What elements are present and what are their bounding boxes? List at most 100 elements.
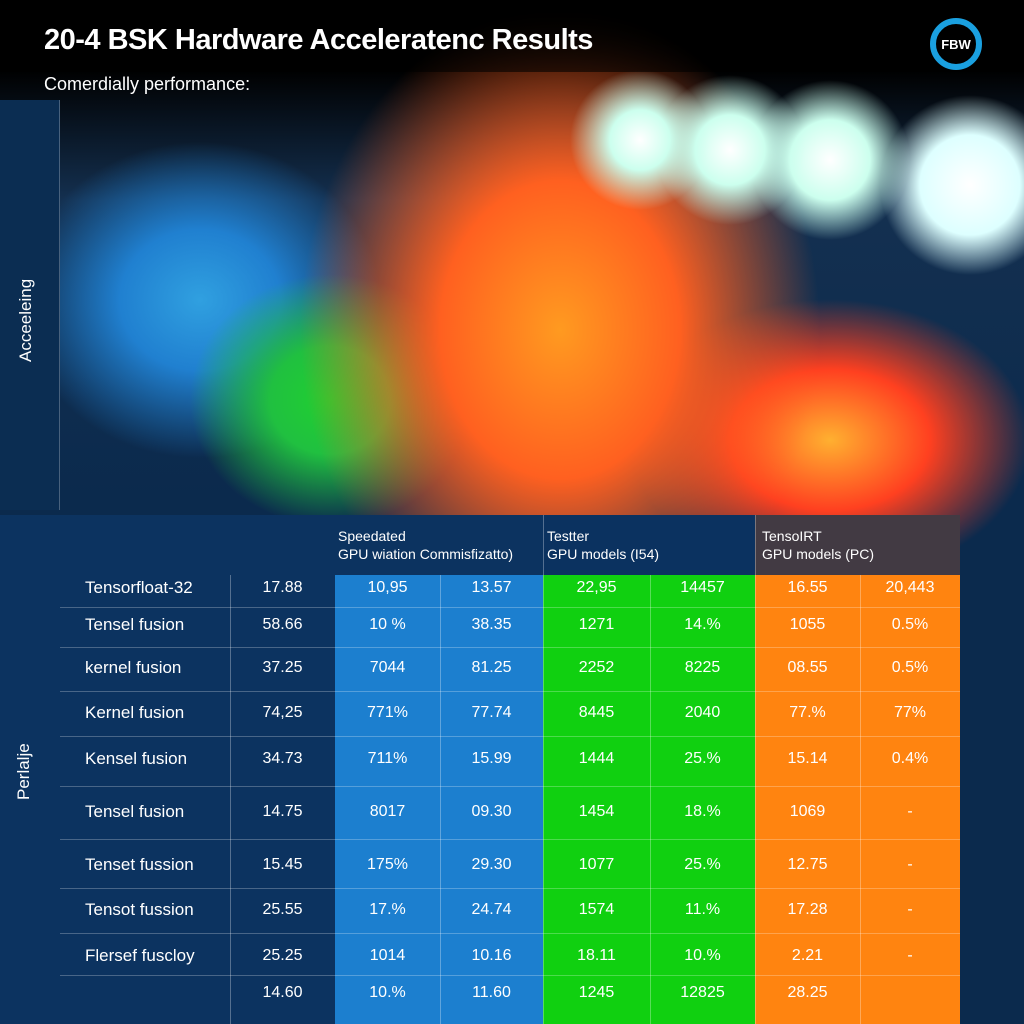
row-divider <box>60 974 960 976</box>
table-cell: 8225 <box>684 659 721 676</box>
row-label: Kensel fusion <box>85 749 188 768</box>
table-cell: 20,443 <box>885 579 935 596</box>
row-divider <box>60 606 960 608</box>
table-cell: 16.55 <box>787 579 828 596</box>
table-cell: 28.25 <box>787 984 828 1001</box>
table-cell: 10,95 <box>367 579 408 596</box>
table-cell: - <box>907 901 913 918</box>
table-cell: 14.75 <box>262 803 303 820</box>
row-label: Tensorfloat-32 <box>85 578 193 597</box>
green-column-band <box>543 575 755 1024</box>
table-cell: 8445 <box>578 704 615 721</box>
table-cell: 37.25 <box>262 659 303 676</box>
table-cell: 25.25 <box>262 947 303 964</box>
table-cell: 2252 <box>578 659 615 676</box>
divider <box>440 575 441 1024</box>
row-label: Tensel fusion <box>85 615 185 634</box>
table-cell: 10.% <box>369 984 406 1001</box>
row-divider <box>60 646 960 648</box>
row-label: Flersef fuscloy <box>85 946 195 965</box>
row-divider <box>60 690 960 692</box>
table-cell: 17.88 <box>262 579 303 596</box>
table-cell: 58.66 <box>262 616 303 633</box>
header-bar <box>0 0 1024 72</box>
table-cell: 15.45 <box>262 856 303 873</box>
table-cell: 7044 <box>369 659 406 676</box>
table-cell: 1014 <box>369 947 406 964</box>
table-cell: 0.5% <box>891 616 929 633</box>
header-bg-tensorrt <box>755 515 960 575</box>
table-cell: 10.% <box>684 947 721 964</box>
header-line: GPU models (PC) <box>762 546 875 562</box>
table-cell: 711% <box>367 750 408 767</box>
table-cell: 15.99 <box>471 750 512 767</box>
divider <box>543 515 544 1024</box>
logo-text: FBW <box>941 36 971 52</box>
table-cell: 11.60 <box>472 984 511 1001</box>
table-cell: 25.% <box>684 856 721 873</box>
table-cell: 13.57 <box>471 579 512 596</box>
table-cell: 1055 <box>789 616 826 633</box>
table-cell: 2.21 <box>791 947 824 964</box>
table-cell: 77.% <box>789 704 826 721</box>
table-cell: 17.28 <box>787 901 828 918</box>
table-cell: 77.74 <box>471 704 512 721</box>
header-bg-testter <box>543 515 755 575</box>
divider <box>650 575 651 1024</box>
table-cell: 771% <box>367 704 408 721</box>
table-cell: 1444 <box>578 750 615 767</box>
table-cell: 1077 <box>578 856 615 873</box>
table-cell: 18.11 <box>577 947 616 964</box>
table-cell: 12.75 <box>787 856 828 873</box>
table-cell: 25.% <box>684 750 721 767</box>
table-cell: 1454 <box>578 803 615 820</box>
header-line: Testter <box>547 528 590 544</box>
row-label: kernel fusion <box>85 658 182 677</box>
table-cell: 77% <box>893 704 927 721</box>
divider <box>230 575 231 1024</box>
table-cell: 1069 <box>789 803 826 820</box>
divider <box>755 515 756 1024</box>
row-divider <box>60 887 960 889</box>
table-cell: 1245 <box>578 984 615 1001</box>
table-cell: 14.% <box>684 616 721 633</box>
table-cell: 25.55 <box>262 901 303 918</box>
header-line: GPU wiation Commisfizatto) <box>338 546 514 562</box>
column-header-tensorrt: TensoIRT GPU models (PC) <box>762 527 874 563</box>
table-cell: 18.% <box>684 803 721 820</box>
column-header-speedated: Speedated GPU wiation Commisfizatto) <box>338 527 513 563</box>
page-subtitle: Comerdially performance: <box>44 74 251 94</box>
table-cell: 17.% <box>369 901 406 918</box>
logo: FBW <box>930 18 982 70</box>
axis-label-top: Acceeleing <box>16 278 35 362</box>
table-cell: 09.30 <box>471 803 512 820</box>
table-cell: 0.5% <box>891 659 929 676</box>
table-cell: 81.25 <box>471 659 512 676</box>
page-title: 20-4 BSK Hardware Acceleratenc Results <box>44 24 593 56</box>
header-bg-speedated <box>335 515 543 575</box>
orange-column-band <box>755 575 960 1024</box>
table-cell: 34.73 <box>262 750 303 767</box>
table-cell: 14.60 <box>262 984 303 1001</box>
table-cell: 1271 <box>578 616 615 633</box>
table-cell: 15.14 <box>787 750 828 767</box>
table-cell: 175% <box>367 856 408 873</box>
column-header-testter: Testter GPU models (I54) <box>547 527 659 563</box>
table-cell: 2040 <box>684 704 721 721</box>
table-cell: 74,25 <box>262 704 303 721</box>
header-line: GPU models (I54) <box>547 546 660 562</box>
row-divider <box>60 736 960 737</box>
table-cell: 11.% <box>684 901 721 918</box>
header-line: TensoIRT <box>762 528 822 544</box>
results-table: Speedated GPU wiation Commisfizatto) Test… <box>0 515 960 1024</box>
row-label: Tensot fussion <box>85 900 194 919</box>
table-cell: 12825 <box>680 984 725 1001</box>
table-cell: 24.74 <box>471 901 512 918</box>
table-cell: 38.35 <box>471 616 512 633</box>
divider <box>860 575 861 1024</box>
axis-label-bottom: Perlalje <box>14 743 33 800</box>
table-cell: 8017 <box>369 803 406 820</box>
row-divider <box>60 785 960 787</box>
table-cell: 29.30 <box>471 856 512 873</box>
table-cell: - <box>907 803 913 820</box>
